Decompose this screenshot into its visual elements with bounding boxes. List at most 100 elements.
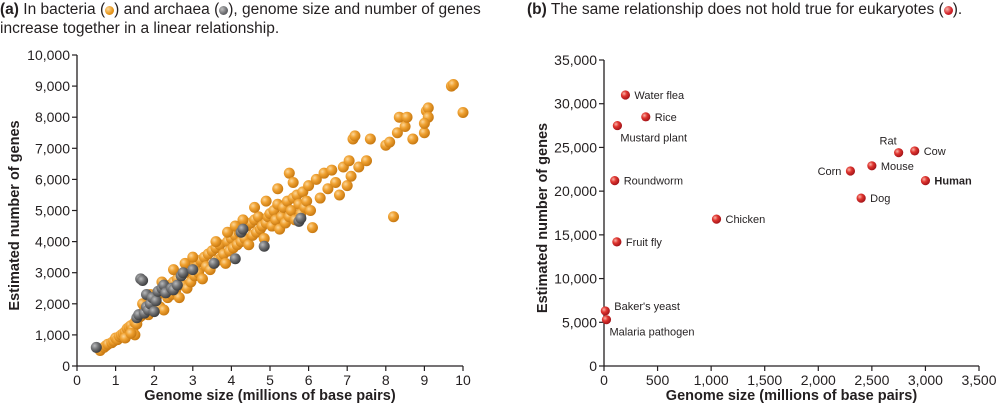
y-tick-label: 7,000	[35, 140, 70, 156]
data-point-human	[920, 176, 931, 186]
data-point	[399, 121, 411, 133]
data-point	[310, 173, 322, 185]
point-label: Fruit fly	[626, 237, 663, 249]
data-point	[258, 240, 270, 252]
x-tick-label: 7	[343, 372, 351, 388]
data-point	[243, 239, 255, 251]
data-point	[343, 155, 355, 167]
data-point	[173, 292, 185, 304]
y-tick-label: 10,000	[554, 271, 597, 287]
caption-b-text-1: The same relationship does not hold true…	[546, 1, 944, 18]
x-tick-label: 1	[112, 372, 120, 388]
data-point	[330, 177, 342, 189]
caption-a-text-3: ), genome size and number of genes incre…	[0, 1, 481, 37]
y-tick-label: 0	[589, 358, 597, 374]
y-axis-title: Estimated number of genes	[535, 123, 551, 313]
data-point	[179, 257, 191, 269]
data-point	[220, 257, 232, 269]
x-tick-label: 3,000	[908, 372, 943, 388]
x-tick-label: 2,000	[801, 372, 836, 388]
point-label: Mouse	[881, 161, 914, 173]
data-point	[407, 133, 419, 145]
point-label: Roundworm	[624, 176, 683, 188]
data-point	[361, 155, 372, 167]
y-tick-label: 10,000	[27, 47, 70, 63]
y-tick-label: 1,000	[35, 327, 70, 343]
data-point-mustard-plant	[612, 120, 622, 131]
y-tick-label: 8,000	[35, 109, 70, 125]
y-tick-label: 2,000	[35, 296, 70, 312]
data-point-rat	[894, 148, 904, 158]
data-point	[388, 211, 400, 223]
data-point	[418, 117, 430, 129]
data-point	[158, 304, 170, 316]
point-label: Corn	[818, 166, 842, 178]
data-point	[393, 111, 405, 123]
caption-b-tag: (b)	[527, 1, 547, 18]
point-label: Cow	[924, 146, 946, 158]
series-archaea	[90, 212, 307, 353]
data-point	[306, 222, 318, 234]
y-tick-label: 5,000	[35, 203, 70, 219]
data-point	[125, 327, 137, 339]
data-point-fruit-fly	[612, 237, 622, 247]
data-point	[237, 223, 249, 235]
y-tick-label: 5,000	[562, 314, 597, 330]
caption-a-text-2: ) and archaea (	[114, 1, 220, 18]
data-point	[249, 201, 261, 213]
x-tick-label: 5	[266, 372, 274, 388]
data-point	[422, 102, 434, 114]
data-point	[287, 177, 299, 189]
data-point	[137, 274, 149, 286]
series-eukaryotes: Water flea Rice Mustard plant Roundworm Frui…	[600, 90, 972, 339]
data-point	[364, 133, 376, 145]
data-point	[148, 306, 160, 318]
data-point-mouse	[867, 161, 877, 171]
data-point-rice	[641, 112, 651, 122]
point-label: Human	[934, 176, 972, 188]
x-tick-label: 4	[228, 372, 236, 388]
x-tick-label: 2	[150, 372, 158, 388]
data-point	[391, 127, 403, 139]
data-point	[283, 167, 295, 179]
x-tick-label: 3,500	[961, 372, 996, 388]
eukaryotes-legend-icon	[943, 6, 953, 15]
caption-b: (b) The same relationship does not hold …	[527, 0, 1000, 19]
data-point	[168, 264, 179, 276]
data-point	[285, 205, 297, 216]
data-point	[314, 192, 326, 204]
caption-a: (a) In bacteria ( ) and archaea (), genom…	[0, 0, 520, 38]
data-point	[303, 180, 315, 192]
data-point	[322, 183, 334, 195]
point-label: Rice	[655, 112, 677, 124]
x-tick-label: 6	[305, 372, 313, 388]
y-tick-label: 35,000	[554, 52, 597, 68]
data-point	[301, 195, 313, 207]
x-axis-title: Genome size (millions of base pairs)	[144, 388, 396, 404]
caption-a-text-1: In bacteria (	[18, 1, 106, 18]
x-tick-label: 0	[600, 372, 608, 388]
data-point	[305, 205, 317, 216]
y-tick-label: 3,000	[35, 265, 70, 281]
x-tick-label: 1,500	[747, 372, 782, 388]
data-point-water-flea	[620, 90, 631, 100]
point-label: Chicken	[726, 214, 766, 226]
y-axis-title: Estimated number of genes	[7, 120, 23, 310]
caption-b-text-2: ).	[952, 1, 963, 18]
point-label: Water flea	[634, 90, 685, 102]
data-point	[150, 295, 162, 307]
data-point	[171, 279, 183, 291]
data-point-baker-s-yeast	[600, 306, 610, 316]
data-point	[272, 183, 284, 195]
data-point	[295, 212, 307, 224]
x-tick-label: 8	[382, 372, 390, 388]
x-tick-label: 1,000	[694, 372, 729, 388]
data-point	[349, 130, 361, 142]
y-tick-label: 30,000	[554, 96, 597, 112]
data-point	[177, 267, 189, 279]
data-point-malaria-pathogen	[601, 315, 612, 325]
data-point	[196, 273, 208, 285]
caption-a-tag: (a)	[0, 1, 19, 18]
data-point-roundworm	[610, 176, 620, 186]
